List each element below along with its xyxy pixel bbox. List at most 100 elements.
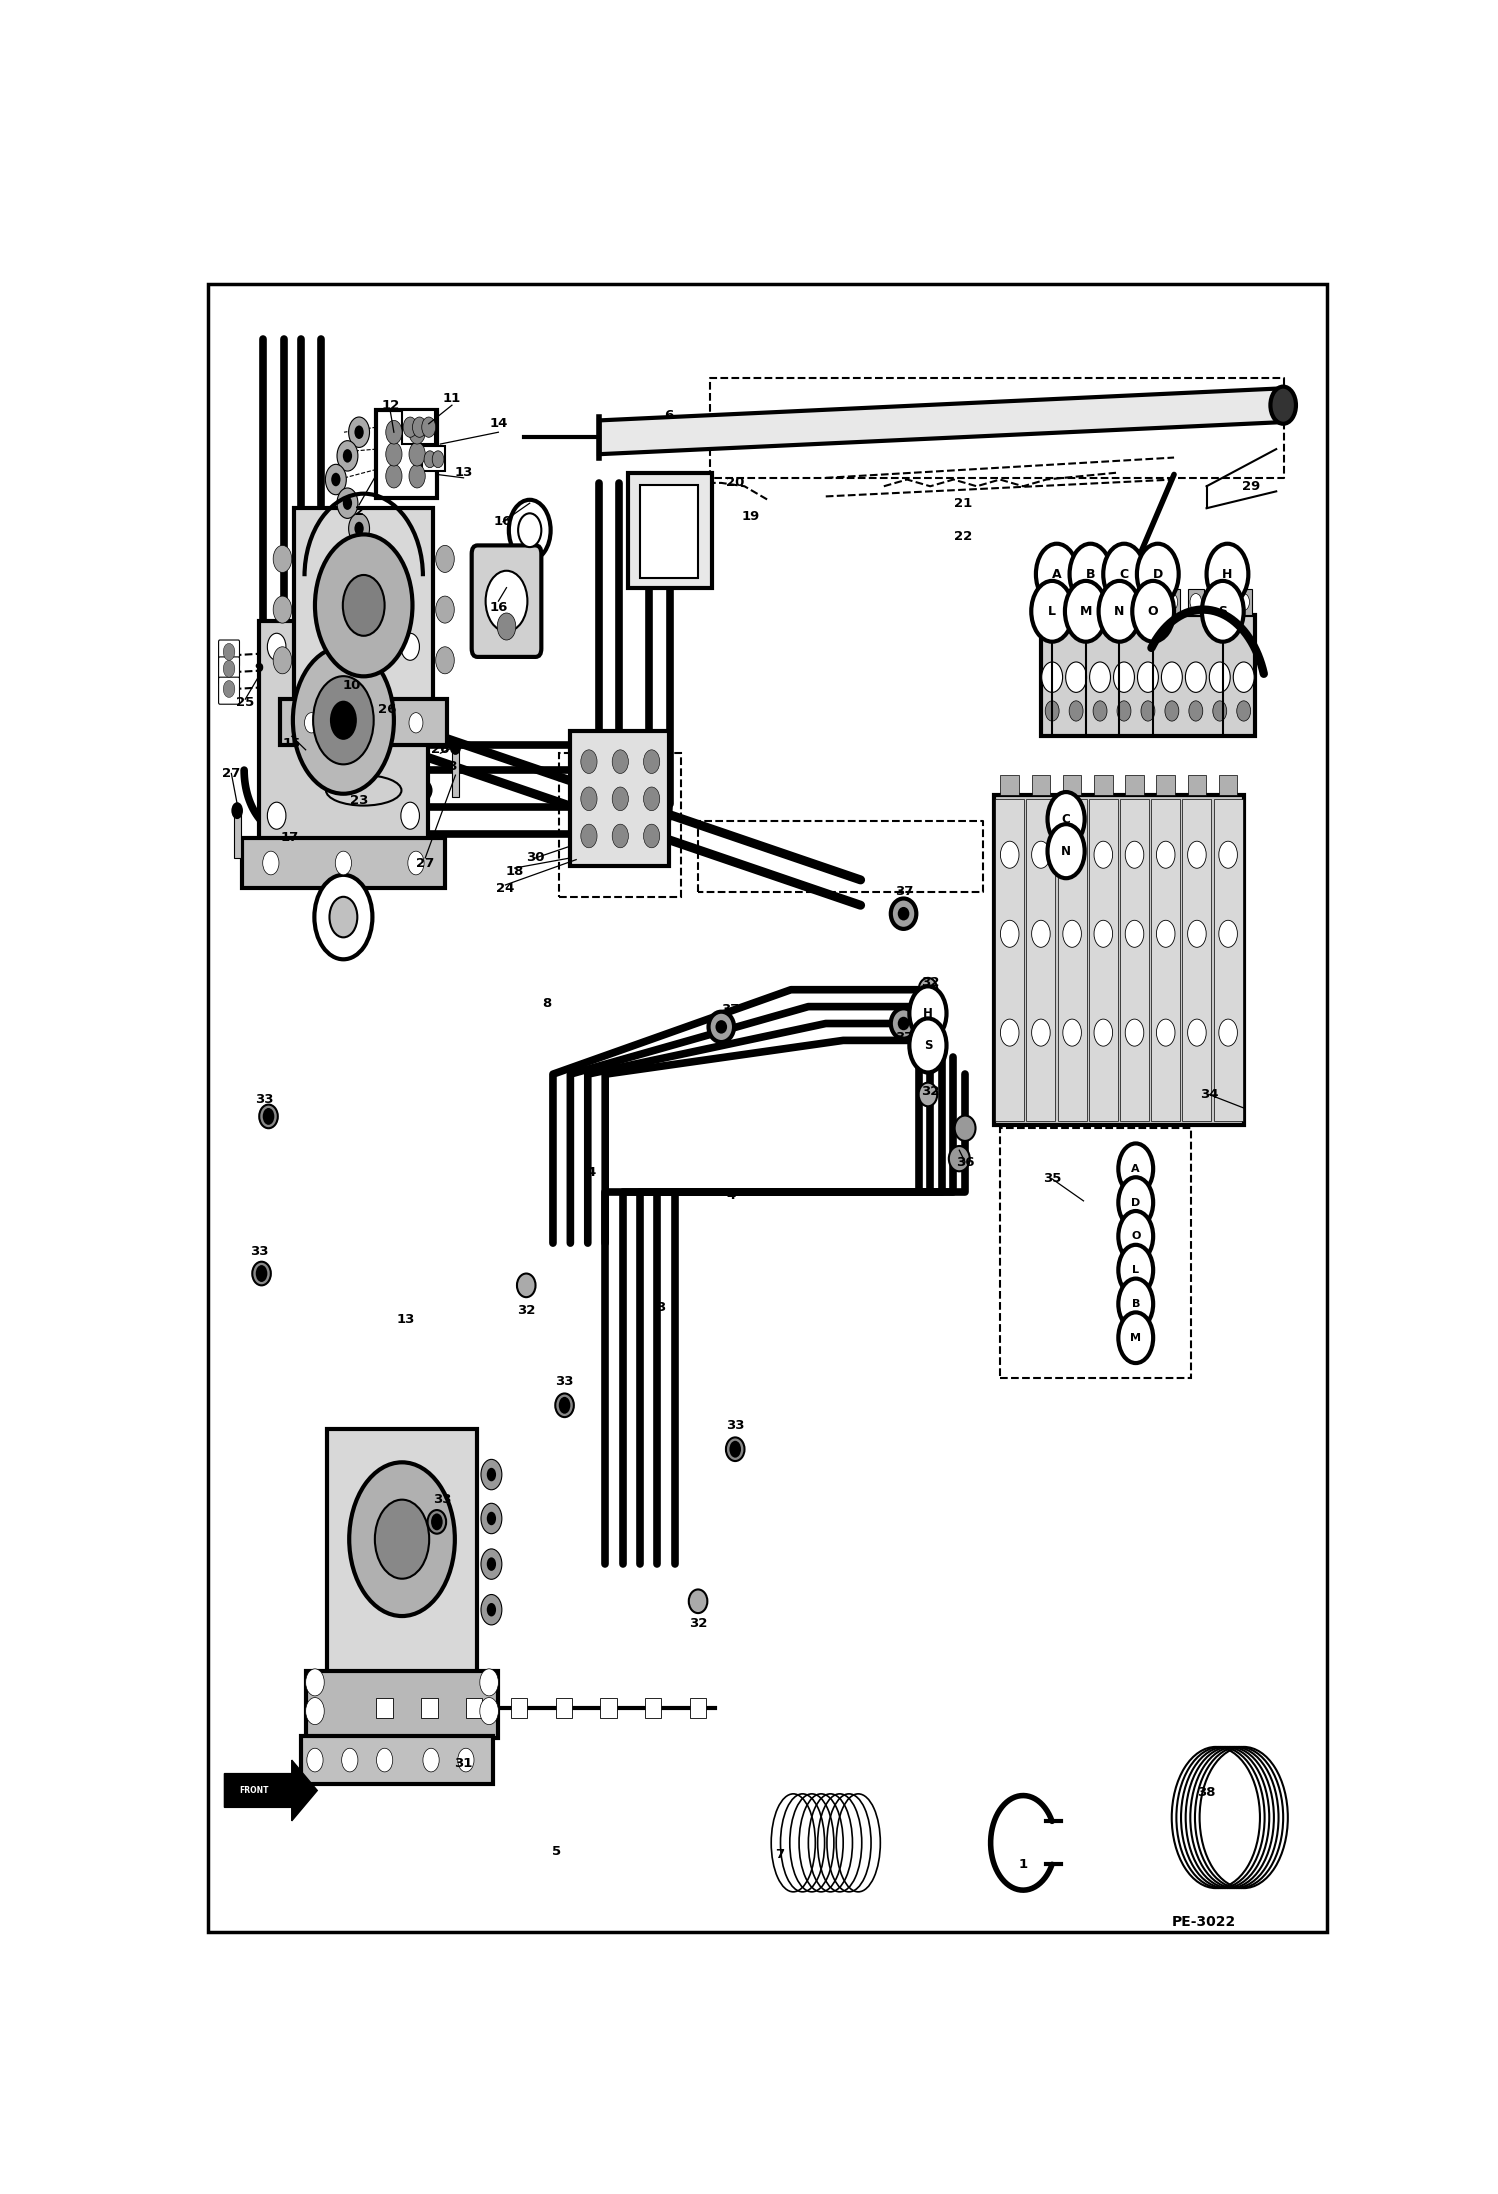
Circle shape <box>1065 581 1107 641</box>
Circle shape <box>262 1108 274 1126</box>
Circle shape <box>1062 919 1082 948</box>
Circle shape <box>1137 663 1158 693</box>
Circle shape <box>1213 700 1227 722</box>
Circle shape <box>613 750 629 774</box>
Circle shape <box>349 513 370 544</box>
Circle shape <box>509 500 551 562</box>
Circle shape <box>613 788 629 810</box>
Ellipse shape <box>716 1020 727 1033</box>
Text: 37: 37 <box>896 1031 914 1044</box>
Text: H: H <box>923 1007 933 1020</box>
Text: L: L <box>1132 1266 1140 1275</box>
Circle shape <box>436 647 454 674</box>
Circle shape <box>487 1512 496 1525</box>
Bar <box>294 509 433 702</box>
Circle shape <box>262 851 279 875</box>
Circle shape <box>412 417 427 437</box>
Circle shape <box>401 803 419 829</box>
Circle shape <box>1046 595 1058 610</box>
Text: 31: 31 <box>454 1757 473 1771</box>
Circle shape <box>1185 663 1206 693</box>
Bar <box>1182 799 1212 1121</box>
Text: 28: 28 <box>439 759 458 772</box>
Text: 14: 14 <box>490 417 508 430</box>
Circle shape <box>581 750 598 774</box>
Circle shape <box>1188 840 1206 869</box>
Text: 5: 5 <box>551 1845 560 1858</box>
Circle shape <box>1001 1018 1019 1047</box>
Bar <box>556 1698 572 1718</box>
Circle shape <box>336 851 352 875</box>
Text: L: L <box>1049 606 1056 619</box>
FancyBboxPatch shape <box>219 678 240 704</box>
Circle shape <box>1047 792 1085 847</box>
Circle shape <box>1032 919 1050 948</box>
Text: 32: 32 <box>921 976 939 989</box>
Circle shape <box>1070 595 1082 610</box>
Ellipse shape <box>948 1145 969 1172</box>
Circle shape <box>1089 663 1110 693</box>
Circle shape <box>273 597 292 623</box>
Circle shape <box>1119 1143 1153 1194</box>
Bar <box>1058 799 1086 1121</box>
Text: 15: 15 <box>283 737 301 750</box>
Circle shape <box>307 1749 324 1773</box>
Text: 18: 18 <box>505 864 524 878</box>
Circle shape <box>1219 919 1237 948</box>
Text: 8: 8 <box>542 996 551 1009</box>
Ellipse shape <box>727 1437 745 1461</box>
Circle shape <box>559 1398 571 1413</box>
Text: 32: 32 <box>921 1084 939 1097</box>
Circle shape <box>433 450 443 467</box>
Circle shape <box>1188 1018 1206 1047</box>
Circle shape <box>1119 1178 1153 1229</box>
Circle shape <box>1188 919 1206 948</box>
Text: N: N <box>1115 606 1125 619</box>
Circle shape <box>267 634 286 660</box>
Circle shape <box>409 443 425 465</box>
Circle shape <box>343 450 352 463</box>
Circle shape <box>386 465 401 487</box>
Bar <box>1032 774 1050 796</box>
Circle shape <box>1233 663 1254 693</box>
Bar <box>640 485 698 577</box>
Text: 37: 37 <box>896 884 914 897</box>
Text: O: O <box>1147 606 1158 619</box>
Circle shape <box>1113 663 1134 693</box>
Text: 4: 4 <box>727 1189 736 1202</box>
Circle shape <box>481 1459 502 1490</box>
Bar <box>1089 799 1118 1121</box>
Bar <box>1212 590 1228 614</box>
Bar <box>571 731 670 867</box>
Bar <box>421 1698 437 1718</box>
Text: S: S <box>924 1040 932 1051</box>
Text: 36: 36 <box>956 1156 974 1169</box>
Circle shape <box>1219 840 1237 869</box>
Circle shape <box>1119 1244 1153 1294</box>
Text: C: C <box>1119 568 1128 581</box>
Text: 13: 13 <box>397 1312 415 1325</box>
Circle shape <box>1094 1018 1113 1047</box>
Text: 3: 3 <box>656 1301 665 1314</box>
Circle shape <box>485 570 527 632</box>
Circle shape <box>313 676 373 764</box>
Circle shape <box>481 1595 502 1626</box>
Bar <box>1188 590 1204 614</box>
Circle shape <box>1046 700 1059 722</box>
Circle shape <box>487 1558 496 1571</box>
Text: D: D <box>1131 1198 1140 1207</box>
Circle shape <box>909 1018 947 1073</box>
Bar <box>995 796 1243 1126</box>
Circle shape <box>349 417 370 448</box>
Text: N: N <box>1061 845 1071 858</box>
Circle shape <box>1118 595 1129 610</box>
Circle shape <box>315 535 412 676</box>
Bar <box>327 1428 478 1674</box>
Text: 23: 23 <box>351 794 369 807</box>
Text: O: O <box>1131 1231 1140 1242</box>
Bar <box>1219 774 1237 796</box>
Circle shape <box>1219 1018 1237 1047</box>
Circle shape <box>1094 840 1113 869</box>
Circle shape <box>349 1463 455 1617</box>
Circle shape <box>1132 581 1174 641</box>
